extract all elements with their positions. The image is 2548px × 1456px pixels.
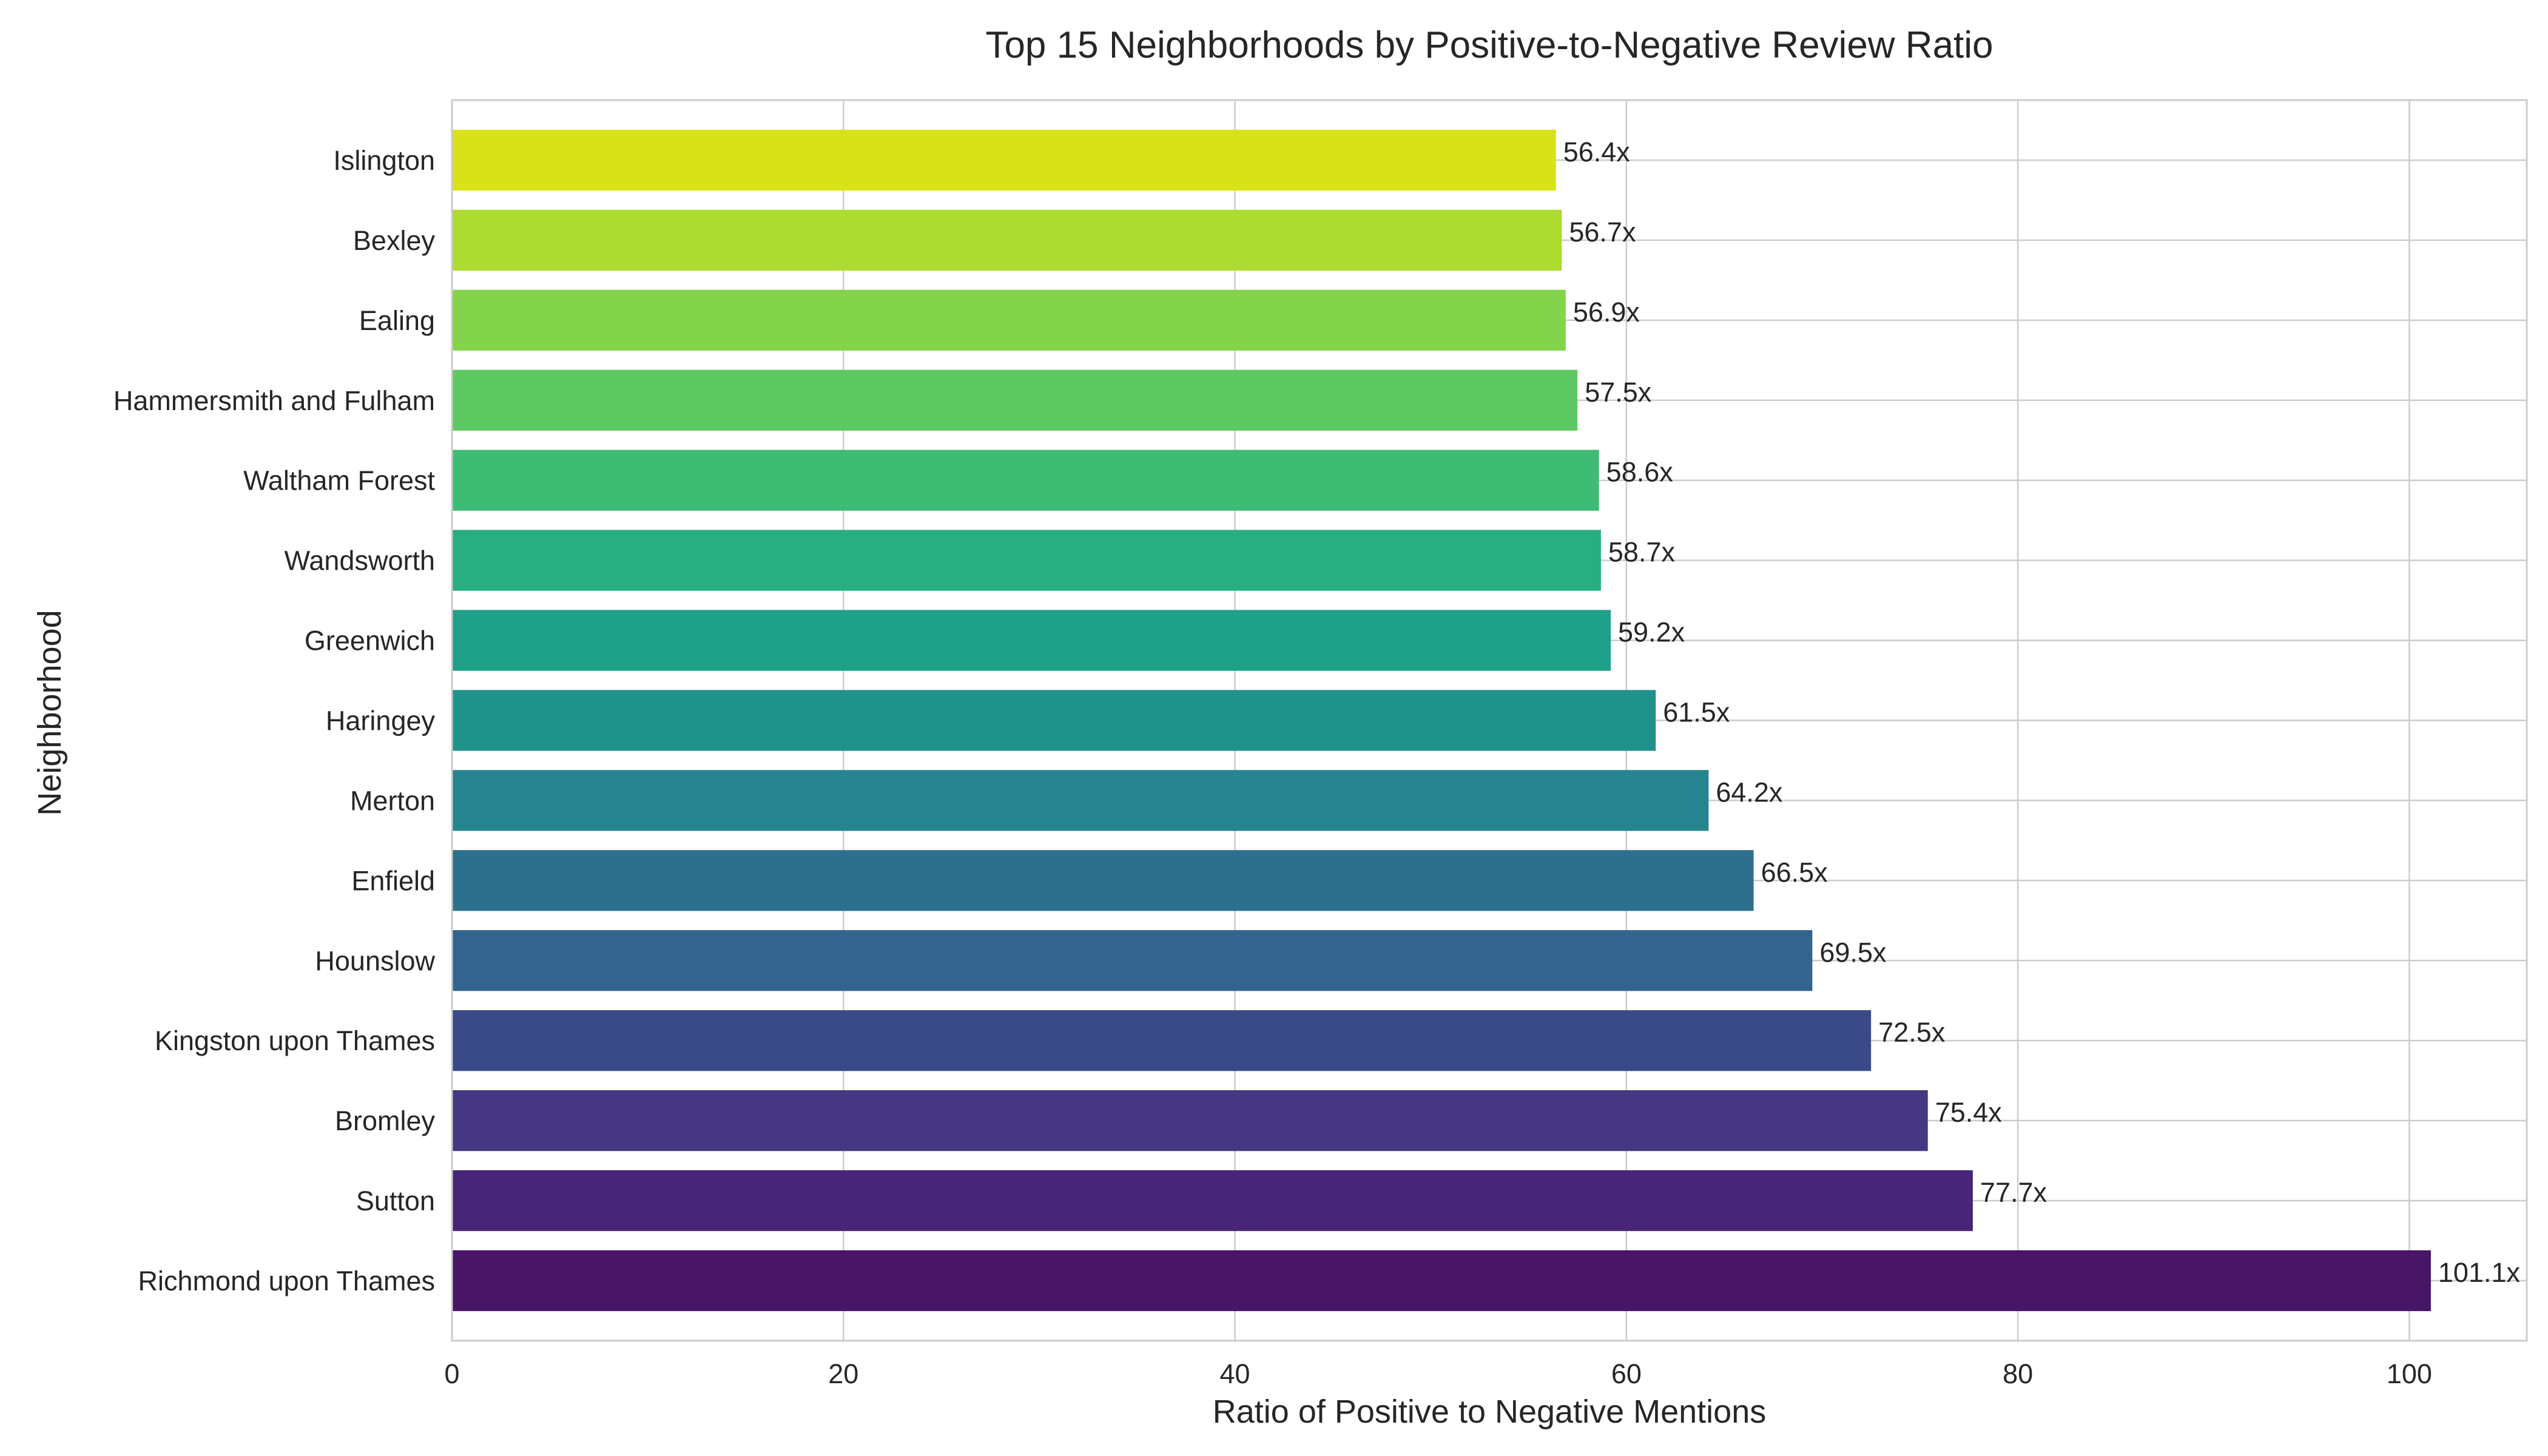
bar-enfield: [452, 850, 1754, 911]
x-tick-label: 20: [828, 1358, 858, 1389]
data-label: 56.4x: [1563, 136, 1631, 167]
data-label: 101.1x: [2438, 1257, 2521, 1288]
category-label: Merton: [350, 785, 435, 816]
category-label: Ealing: [359, 305, 435, 336]
data-label: 72.5x: [1878, 1017, 1946, 1048]
bar-bromley: [452, 1090, 1928, 1151]
data-label: 61.5x: [1663, 697, 1730, 728]
bar-haringey: [452, 690, 1656, 751]
data-label: 75.4x: [1935, 1097, 2003, 1128]
category-label: Richmond upon Thames: [138, 1266, 435, 1296]
data-label: 77.7x: [1980, 1177, 2048, 1208]
data-label: 66.5x: [1761, 857, 1828, 888]
x-tick-label: 40: [1220, 1358, 1250, 1389]
bar-merton: [452, 770, 1709, 831]
category-label: Kingston upon Thames: [155, 1025, 435, 1056]
bar-hammersmith-and-fulham: [452, 369, 1578, 431]
data-label: 58.6x: [1606, 457, 1674, 488]
data-label: 64.2x: [1716, 777, 1783, 807]
data-label: 56.9x: [1573, 297, 1640, 328]
bar-greenwich: [452, 610, 1611, 671]
chart-title: Top 15 Neighborhoods by Positive-to-Nega…: [985, 24, 1993, 66]
data-label: 58.7x: [1608, 537, 1676, 568]
category-label: Enfield: [351, 865, 435, 896]
plot-frame: [451, 99, 2528, 1342]
bar-waltham-forest: [452, 450, 1599, 511]
bar-ealing: [452, 289, 1566, 351]
data-label: 59.2x: [1618, 617, 1685, 648]
category-label: Bexley: [353, 225, 436, 256]
x-axis-label: Ratio of Positive to Negative Mentions: [1213, 1394, 1766, 1430]
bar-sutton: [452, 1170, 1973, 1232]
category-label: Islington: [333, 145, 435, 176]
bar-wandsworth: [452, 530, 1601, 591]
bar-hounslow: [452, 930, 1813, 991]
category-label: Haringey: [326, 706, 436, 736]
data-label: 69.5x: [1819, 937, 1887, 968]
x-tick-labels: 0 20 40 60 80 100: [444, 1358, 2432, 1389]
data-labels: 101.1x 77.7x 75.4x 72.5x 69.5x 66.5x 64.2x 61.5…: [1563, 136, 2521, 1288]
data-label: 56.7x: [1569, 217, 1636, 248]
y-axis-label: Neighborhood: [32, 610, 68, 815]
bar-richmond-upon-thames: [452, 1250, 2431, 1312]
category-label: Hounslow: [315, 945, 435, 976]
category-label: Greenwich: [305, 625, 435, 656]
category-label: Sutton: [356, 1185, 435, 1216]
x-tick-label: 80: [2003, 1358, 2033, 1389]
category-labels: Richmond upon Thames Sutton Bromley Kingsto…: [113, 145, 436, 1296]
bar-bexley: [452, 209, 1562, 271]
x-tick-label: 100: [2387, 1358, 2432, 1389]
data-label: 57.5x: [1585, 377, 1652, 408]
x-tick-label: 0: [444, 1358, 459, 1389]
x-tick-label: 60: [1611, 1358, 1642, 1389]
category-label: Hammersmith and Fulham: [113, 385, 435, 416]
category-label: Wandsworth: [285, 545, 435, 576]
category-label: Waltham Forest: [243, 465, 435, 496]
bar-kingston-upon-thames: [452, 1010, 1872, 1071]
bars: [452, 129, 2431, 1312]
category-label: Bromley: [335, 1105, 436, 1136]
bar-islington: [452, 129, 1556, 191]
